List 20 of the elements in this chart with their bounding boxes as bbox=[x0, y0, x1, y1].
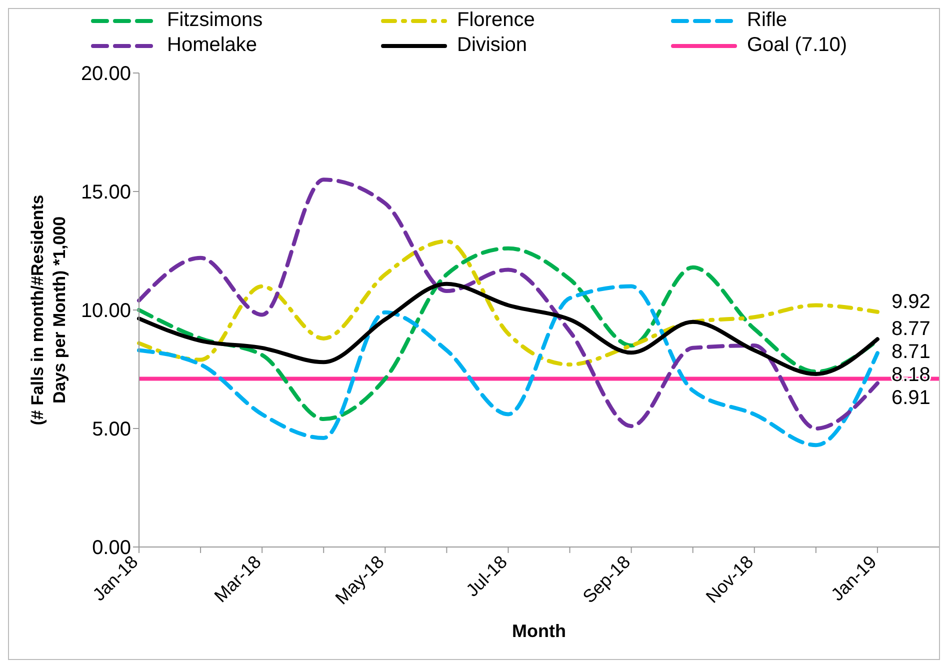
y-tick-label: 10.00 bbox=[80, 300, 131, 322]
data-label: 9.92 bbox=[891, 290, 930, 313]
legend-label: Homelake bbox=[167, 34, 258, 57]
line-series bbox=[137, 239, 880, 367]
data-label: 8.77 bbox=[891, 318, 930, 340]
x-axis-title: Month bbox=[512, 621, 566, 641]
y-tick-label: 20.00 bbox=[80, 63, 131, 86]
y-tick-label: 15.00 bbox=[80, 182, 131, 204]
legend-label: Rifle bbox=[747, 9, 788, 32]
line-series bbox=[137, 284, 880, 448]
legend-label: Fitzsimons bbox=[167, 9, 263, 32]
legend-label: Division bbox=[457, 34, 528, 57]
legend-label: Florence bbox=[457, 9, 535, 32]
y-axis-title: (# Falls in month/#Residents Days per Month) *1,000 bbox=[28, 194, 69, 426]
data-label: 8.71 bbox=[891, 341, 930, 364]
line-series bbox=[137, 178, 880, 430]
y-tick-label: 5.00 bbox=[92, 418, 131, 441]
data-label: 6.91 bbox=[891, 387, 930, 410]
line-series bbox=[137, 282, 880, 376]
legend-label: Goal (7.10) bbox=[747, 34, 848, 57]
